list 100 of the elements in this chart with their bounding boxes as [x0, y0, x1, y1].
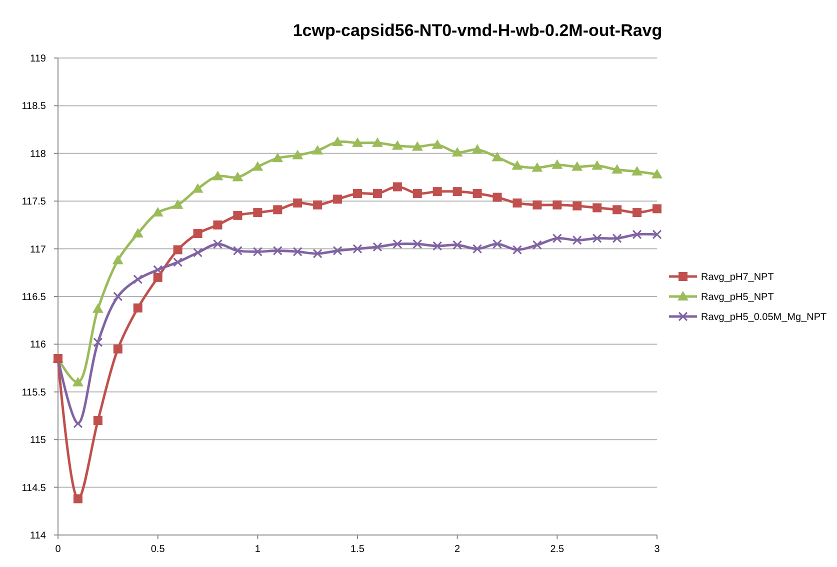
point: [293, 198, 302, 208]
legend-label: Ravg_pH5_NPT: [701, 292, 774, 303]
point: [612, 234, 622, 244]
point: [173, 257, 183, 267]
point: [153, 272, 162, 282]
y-tick-label: 117: [30, 244, 46, 256]
x-tick-label: 1.5: [350, 544, 365, 555]
point: [372, 188, 382, 198]
point: [212, 170, 224, 180]
point: [292, 150, 304, 160]
point: [312, 248, 322, 258]
point: [472, 144, 483, 154]
y-tick-label: 116: [30, 340, 46, 351]
y-tick-label: 116.5: [22, 292, 46, 303]
point: [652, 230, 662, 240]
point: [432, 187, 442, 196]
point: [532, 200, 542, 210]
point: [592, 160, 603, 170]
point: [252, 161, 264, 171]
point: [572, 201, 582, 210]
point: [112, 254, 124, 264]
point: [312, 145, 324, 155]
point: [432, 139, 443, 149]
point: [412, 188, 422, 198]
point: [352, 244, 362, 254]
point: [512, 244, 522, 255]
point: [592, 203, 602, 212]
point: [452, 187, 462, 196]
point: [612, 205, 622, 214]
point: [652, 204, 662, 214]
point: [412, 239, 422, 249]
point: [652, 168, 662, 178]
point: [572, 235, 582, 246]
y-tick-label: 115: [30, 435, 46, 446]
point: [512, 198, 522, 208]
point: [253, 208, 262, 218]
y-tick-label: 118: [30, 148, 46, 160]
point: [192, 248, 203, 258]
point: [73, 418, 83, 428]
point: [452, 146, 463, 156]
point: [233, 210, 242, 220]
point: [113, 292, 123, 302]
point: [252, 246, 262, 256]
point: [132, 228, 144, 238]
point: [113, 344, 122, 354]
point: [452, 240, 462, 250]
point: [632, 166, 643, 176]
point: [632, 230, 642, 240]
point: [192, 183, 204, 193]
point: [353, 188, 362, 198]
y-tick-label: 114: [30, 530, 46, 542]
point: [472, 188, 482, 198]
point: [212, 239, 223, 249]
point: [372, 137, 383, 147]
y-tick-label: 118.5: [22, 101, 46, 112]
point: [412, 141, 423, 151]
point: [93, 416, 102, 426]
point: [173, 245, 182, 254]
point: [492, 152, 503, 162]
x-tick-label: 2: [454, 544, 461, 555]
point: [352, 137, 363, 147]
point: [632, 208, 642, 218]
point: [133, 303, 142, 312]
point: [532, 240, 542, 250]
point: [333, 194, 342, 204]
x-tick-label: 3: [654, 544, 660, 555]
point: [552, 234, 562, 244]
point: [572, 161, 583, 171]
y-tick-label: 115.5: [22, 387, 46, 398]
y-tick-label: 119: [30, 54, 46, 64]
point: [332, 136, 344, 146]
point: [432, 241, 442, 251]
point: [372, 242, 382, 252]
point: [313, 200, 322, 210]
point: [272, 152, 284, 162]
x-tick-label: 0: [55, 544, 62, 555]
legend-label: Ravg_pH7_NPT: [701, 272, 774, 283]
point: [552, 200, 562, 210]
point: [472, 244, 482, 254]
point: [512, 160, 523, 170]
point: [392, 182, 402, 192]
point: [152, 207, 164, 217]
y-tick-label: 114.5: [22, 482, 46, 494]
point: [93, 337, 103, 348]
point: [532, 162, 543, 172]
point: [292, 246, 302, 256]
point: [592, 234, 602, 244]
point: [492, 192, 502, 202]
x-tick-label: 2.5: [550, 544, 565, 555]
point: [193, 229, 202, 238]
point: [72, 376, 84, 386]
y-tick-label: 117.5: [22, 196, 46, 208]
point: [133, 274, 143, 284]
point: [153, 264, 163, 275]
x-tick-label: 1: [254, 544, 261, 555]
point: [492, 239, 502, 249]
point: [332, 246, 342, 256]
point: [172, 199, 184, 209]
point: [392, 140, 403, 150]
chart-title: 1cwp-capsid56-NT0-vmd-H-wb-0.2M-out-Ravg: [292, 21, 662, 40]
